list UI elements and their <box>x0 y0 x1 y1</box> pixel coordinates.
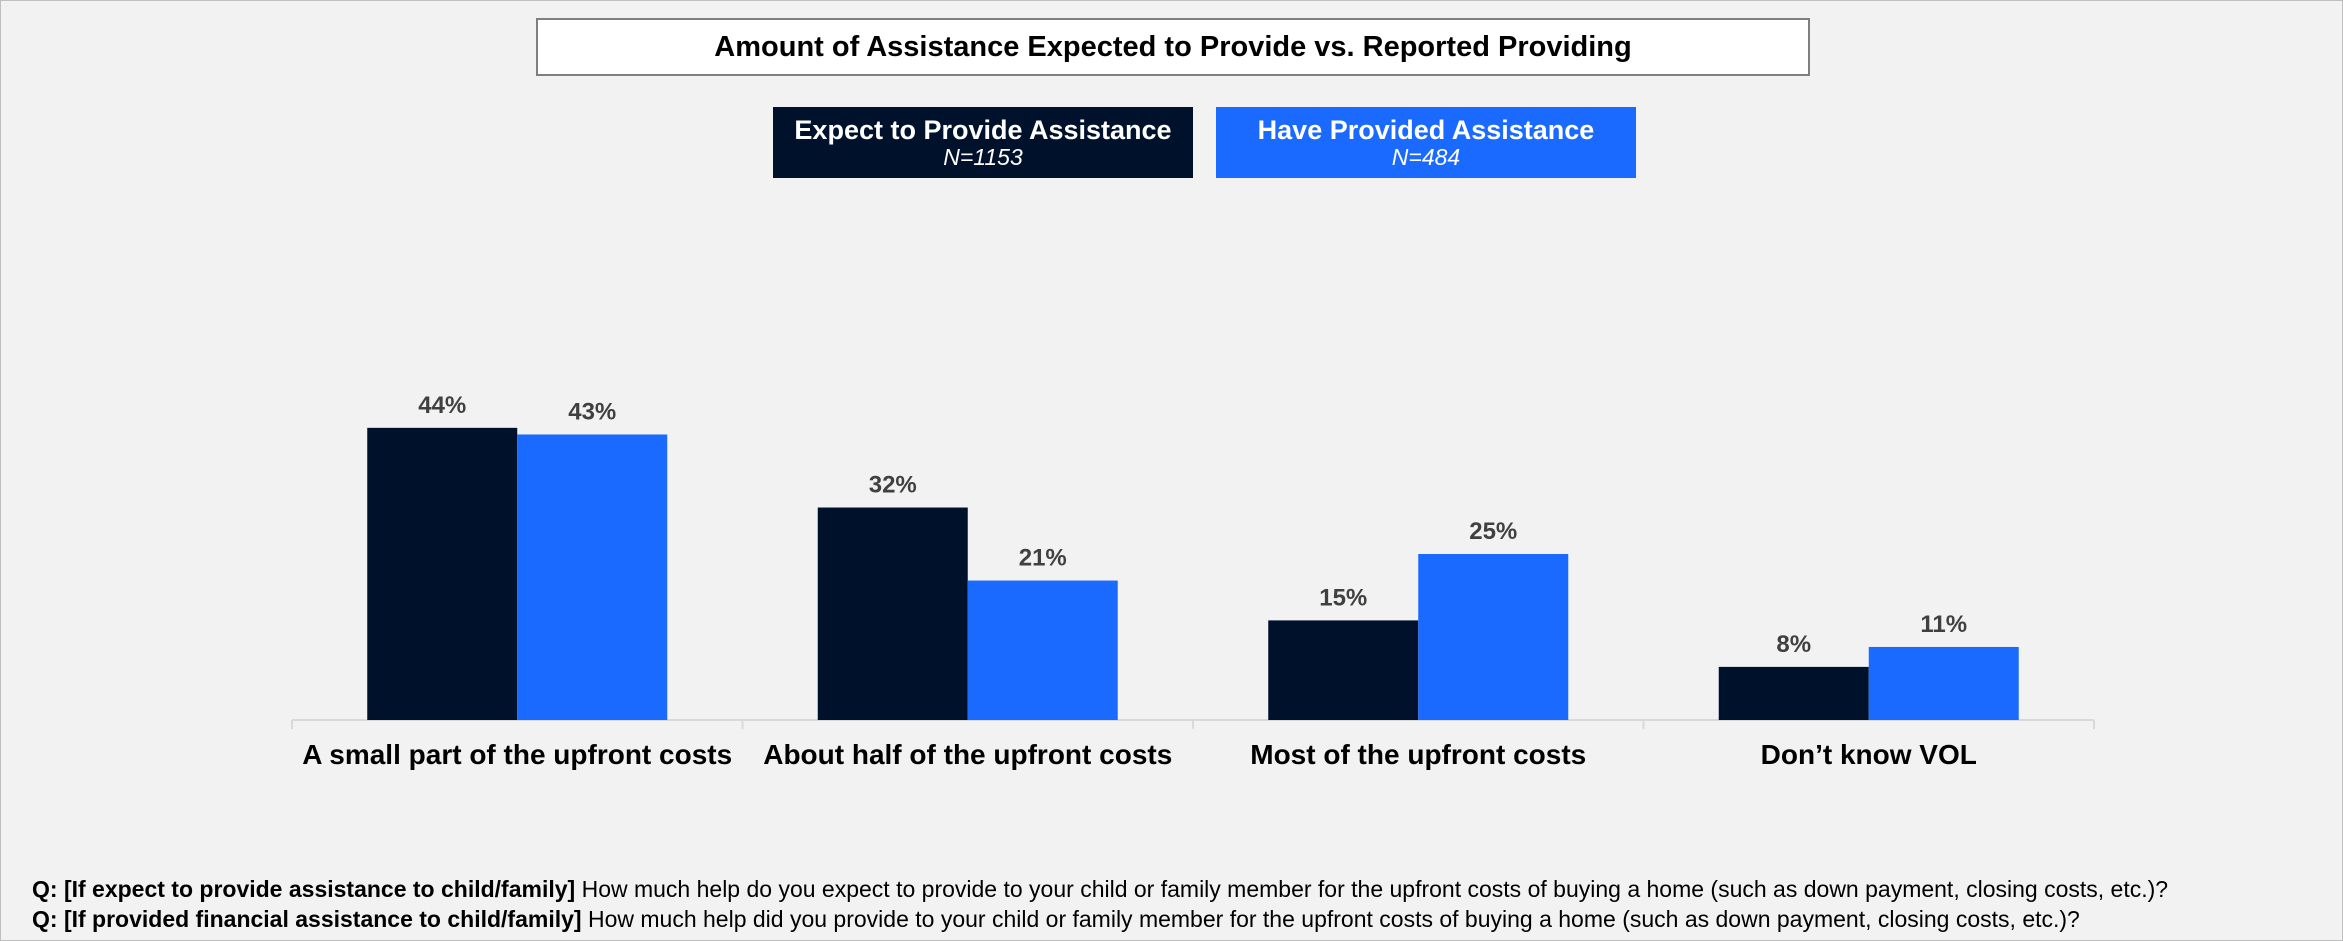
data-label-expect-to-provide-assistance-don-t-know-vol: 8% <box>1776 631 1811 658</box>
bar-expect-to-provide-assistance-don-t-know-vol <box>1718 666 1869 720</box>
category-label-a-small-part-of-the-upfront-costs: A small part of the upfront costs <box>302 739 732 770</box>
bar-expect-to-provide-assistance-most-of-the-upfront-costs <box>1268 620 1419 720</box>
data-label-expect-to-provide-assistance-a-small-part-of-the-upfront-costs: 44% <box>418 392 466 419</box>
data-label-have-provided-assistance-most-of-the-upfront-costs: 25% <box>1469 518 1517 545</box>
legend-n-provided: N=484 <box>1391 143 1461 170</box>
bar-have-provided-assistance-don-t-know-vol <box>1868 646 2019 720</box>
legend-item-expect: Expect to Provide Assistance N=1153 <box>773 107 1193 178</box>
bar-have-provided-assistance-most-of-the-upfront-costs <box>1418 554 1569 720</box>
bar-have-provided-assistance-about-half-of-the-upfront-costs <box>967 580 1118 720</box>
bar-chart: A small part of the upfront costs 44% 43% A… <box>291 392 2095 770</box>
chart-title: Amount of Assistance Expected to Provide… <box>536 18 1810 76</box>
footnote-provided-prefix: Q: [If provided financial assistance to … <box>32 906 582 932</box>
legend-item-provided: Have Provided Assistance N=484 <box>1216 107 1636 178</box>
category-label-about-half-of-the-upfront-costs: About half of the upfront costs <box>763 739 1172 770</box>
bar-expect-to-provide-assistance-about-half-of-the-upfront-costs <box>817 507 968 720</box>
data-label-expect-to-provide-assistance-about-half-of-the-upfront-costs: 32% <box>869 472 917 499</box>
category-label-most-of-the-upfront-costs: Most of the upfront costs <box>1250 739 1586 770</box>
legend-label-expect: Expect to Provide Assistance <box>794 115 1172 146</box>
footnote-expect: Q: [If expect to provide assistance to c… <box>32 876 2168 903</box>
legend-n-expect: N=1153 <box>943 143 1023 170</box>
data-label-have-provided-assistance-don-t-know-vol: 11% <box>1920 611 1967 638</box>
data-label-expect-to-provide-assistance-most-of-the-upfront-costs: 15% <box>1319 584 1367 611</box>
footnote-expect-text: How much help do you expect to provide t… <box>575 876 2169 902</box>
footnote-provided: Q: [If provided financial assistance to … <box>32 906 2080 933</box>
footnote-expect-prefix: Q: [If expect to provide assistance to c… <box>32 876 576 902</box>
category-label-don-t-know-vol: Don’t know VOL <box>1761 739 1977 770</box>
data-label-have-provided-assistance-about-half-of-the-upfront-costs: 21% <box>1019 545 1067 572</box>
legend-label-provided: Have Provided Assistance <box>1257 115 1595 146</box>
bar-have-provided-assistance-a-small-part-of-the-upfront-costs <box>517 434 668 720</box>
footnote-provided-text: How much help did you provide to your ch… <box>581 906 2080 932</box>
data-label-have-provided-assistance-a-small-part-of-the-upfront-costs: 43% <box>568 398 616 425</box>
bar-expect-to-provide-assistance-a-small-part-of-the-upfront-costs <box>367 427 518 720</box>
